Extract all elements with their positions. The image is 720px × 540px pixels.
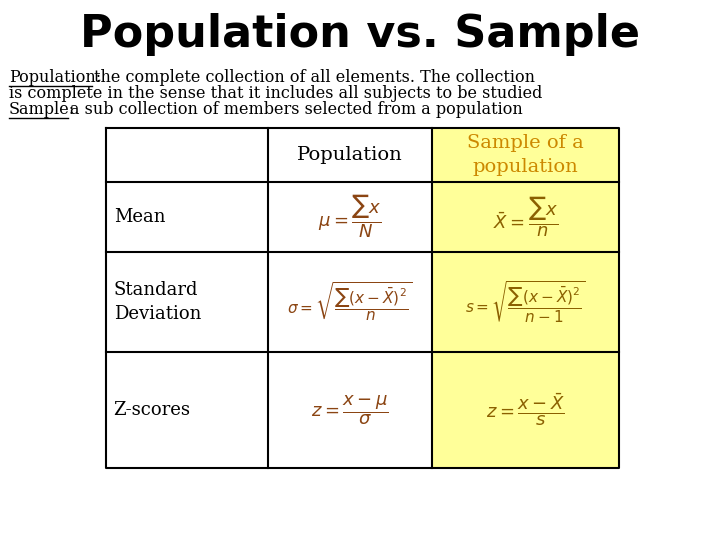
Text: is complete in the sense that it includes all subjects to be studied: is complete in the sense that it include… [9,85,542,103]
Bar [106,128,269,182]
Text: $\sigma = \sqrt{\dfrac{\sum(x-\bar{X})^2}{n}}$: $\sigma = \sqrt{\dfrac{\sum(x-\bar{X})^2… [287,281,413,323]
Text: $\mu = \dfrac{\sum x}{N}$: $\mu = \dfrac{\sum x}{N}$ [318,194,382,240]
Bar [269,352,432,468]
Bar [106,352,269,468]
Bar [432,182,619,252]
Bar [432,128,619,182]
Text: $z = \dfrac{x - \bar{X}}{s}$: $z = \dfrac{x - \bar{X}}{s}$ [486,392,565,428]
Bar [106,182,269,252]
Text: Z-scores: Z-scores [114,401,191,419]
Text: $\bar{X} = \dfrac{\sum x}{n}$: $\bar{X} = \dfrac{\sum x}{n}$ [493,195,558,239]
Text: Population: Population [297,146,403,164]
Text: the complete collection of all elements. The collection: the complete collection of all elements.… [94,70,535,86]
Bar [269,128,432,182]
Bar [432,252,619,352]
Bar [432,352,619,468]
Text: a sub collection of members selected from a population: a sub collection of members selected fro… [70,102,523,118]
Text: $s = \sqrt{\dfrac{\sum(x-\bar{X})^2}{n-1}}$: $s = \sqrt{\dfrac{\sum(x-\bar{X})^2}{n-1… [465,279,586,325]
Text: $z = \dfrac{x - \mu}{\sigma}$: $z = \dfrac{x - \mu}{\sigma}$ [311,393,389,427]
Text: Population:: Population: [9,70,101,86]
Text: Population vs. Sample: Population vs. Sample [80,14,640,57]
Text: Mean: Mean [114,208,165,226]
Bar [106,252,269,352]
Bar [269,252,432,352]
Bar [269,182,432,252]
Text: Sample of a
population: Sample of a population [467,134,584,176]
Text: Sample:: Sample: [9,102,75,118]
Text: Standard
Deviation: Standard Deviation [114,281,201,323]
